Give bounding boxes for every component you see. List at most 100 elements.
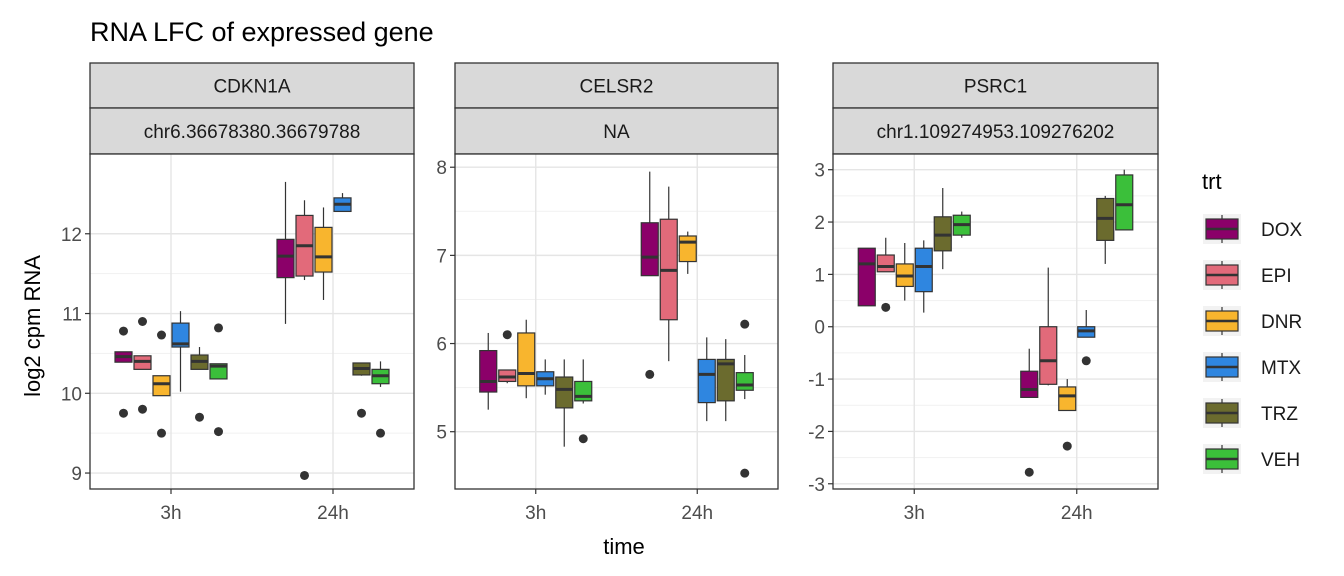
strip-bottom-label: chr1.109274953.109276202 xyxy=(877,122,1115,143)
x-tick-label: 3h xyxy=(525,503,546,524)
box-MTX-3h xyxy=(914,240,933,313)
outlier-point xyxy=(138,317,147,326)
x-tick-label: 24h xyxy=(681,503,713,524)
box-body xyxy=(276,238,295,279)
box-body xyxy=(697,358,716,404)
box-body xyxy=(314,226,333,273)
strip-top-bg xyxy=(89,62,415,109)
legend-label: DNR xyxy=(1261,312,1302,333)
x-tick-label: 3h xyxy=(160,503,181,524)
legend-item-dox: DOX xyxy=(1203,214,1303,244)
strip-bottom-bg xyxy=(89,107,415,155)
outlier-point xyxy=(645,369,655,379)
panel-border xyxy=(832,153,1159,490)
outlier-point xyxy=(138,404,147,414)
box-EPI-24h xyxy=(1039,267,1058,386)
strip-bottom-bg xyxy=(832,107,1159,155)
box-DOX-24h xyxy=(640,171,659,379)
box-EPI-24h xyxy=(295,200,314,480)
legend-label: DOX xyxy=(1261,220,1303,241)
x-tick-label: 24h xyxy=(317,503,349,524)
box-MTX-3h xyxy=(171,311,190,392)
legend: trt DOX EPI DNR MTX TRZ VEH xyxy=(1202,169,1303,474)
box-TRZ-24h xyxy=(1096,195,1115,264)
box-body xyxy=(1020,370,1039,398)
outlier-point xyxy=(578,434,588,444)
legend-label: VEH xyxy=(1261,450,1300,471)
legend-item-veh: VEH xyxy=(1203,444,1300,474)
strip-bottom-label: NA xyxy=(603,122,630,143)
facet-panel-1: CELSR2 NA 5 6 7 8 3h 24h xyxy=(436,62,779,524)
outlier-point xyxy=(157,330,166,340)
panel-background xyxy=(455,154,778,489)
box-TRZ-3h xyxy=(555,359,574,447)
y-tick-label: 8 xyxy=(436,158,447,179)
outlier-point xyxy=(300,470,309,480)
outlier-point xyxy=(1024,467,1034,477)
legend-label: EPI xyxy=(1261,266,1292,287)
box-body xyxy=(479,349,498,393)
strip-top-label: PSRC1 xyxy=(964,77,1027,98)
box-body xyxy=(716,358,735,402)
legend-item-trz: TRZ xyxy=(1203,398,1298,428)
box-VEH-3h xyxy=(209,323,228,437)
box-TRZ-24h xyxy=(716,339,735,422)
box-MTX-24h xyxy=(1077,309,1096,366)
y-tick-label: 0 xyxy=(814,318,825,339)
box-DNR-24h xyxy=(1058,379,1077,451)
outlier-point xyxy=(1062,441,1072,451)
box-EPI-3h xyxy=(498,330,517,384)
x-axis-label: time xyxy=(603,534,645,559)
box-DNR-3h xyxy=(152,330,171,438)
box-EPI-3h xyxy=(876,237,895,312)
box-body xyxy=(152,375,171,397)
outlier-point xyxy=(1081,356,1091,366)
outlier-point xyxy=(357,408,366,418)
box-DOX-3h xyxy=(479,332,498,410)
outlier-point xyxy=(119,408,128,418)
strip-top-bg xyxy=(454,62,779,109)
legend-label: TRZ xyxy=(1261,404,1298,425)
box-EPI-24h xyxy=(659,186,678,362)
x-tick-label: 24h xyxy=(1061,503,1093,524)
outlier-point xyxy=(214,427,223,437)
y-tick-label: -2 xyxy=(808,422,825,443)
y-tick-label: 5 xyxy=(436,423,447,444)
facet-panel-0: CDKN1A chr6.36678380.36679788 9 10 11 12 3h 24h xyxy=(61,62,415,524)
box-MTX-24h xyxy=(333,193,352,213)
strip-top-label: CDKN1A xyxy=(213,77,290,98)
box-body xyxy=(857,247,876,307)
legend-item-mtx: MTX xyxy=(1203,352,1301,382)
y-axis-label: log2 cpm RNA xyxy=(20,255,45,397)
box-DOX-3h xyxy=(857,247,876,307)
y-tick-label: 12 xyxy=(61,225,82,246)
chart-title: RNA LFC of expressed gene xyxy=(90,17,434,47)
box-VEH-24h xyxy=(371,361,390,438)
box-DNR-3h xyxy=(895,242,914,301)
box-DNR-3h xyxy=(517,319,536,399)
outlier-point xyxy=(740,319,750,329)
strip-bottom-bg xyxy=(454,107,779,155)
outlier-point xyxy=(214,323,223,333)
legend-label: MTX xyxy=(1261,358,1301,379)
box-DNR-24h xyxy=(678,231,697,274)
y-tick-label: 2 xyxy=(814,213,825,234)
legend-item-dnr: DNR xyxy=(1203,306,1302,336)
box-VEH-24h xyxy=(1115,169,1134,231)
y-tick-label: 9 xyxy=(71,464,82,485)
outlier-point xyxy=(195,412,204,422)
box-MTX-24h xyxy=(697,337,716,422)
x-tick-label: 3h xyxy=(904,503,925,524)
outlier-point xyxy=(502,330,512,340)
strip-top-label: CELSR2 xyxy=(580,77,654,98)
y-tick-label: 1 xyxy=(814,265,825,286)
y-tick-label: -1 xyxy=(808,370,825,391)
outlier-point xyxy=(740,468,750,478)
panel-border xyxy=(454,153,779,490)
y-tick-label: 11 xyxy=(62,305,82,326)
box-body xyxy=(640,222,659,277)
box-body xyxy=(1039,326,1058,385)
y-tick-label: 6 xyxy=(436,335,447,356)
